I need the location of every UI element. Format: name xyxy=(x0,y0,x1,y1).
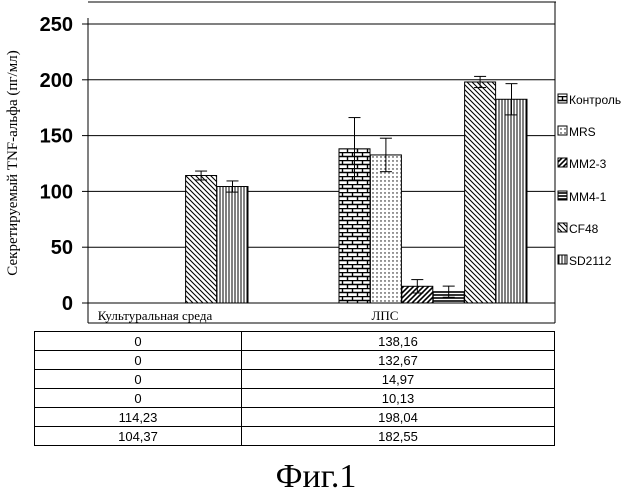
table-cell: 132,67 xyxy=(242,351,555,370)
legend-swatch xyxy=(558,94,567,103)
legend-swatch xyxy=(558,191,567,200)
table-cell: 0 xyxy=(35,332,242,351)
table-row: 114,23198,04 xyxy=(35,408,555,427)
table-cell: 10,13 xyxy=(242,389,555,408)
legend-label: CF48 xyxy=(569,222,599,236)
y-tick-label: 100 xyxy=(40,181,73,203)
data-table: 0138,160132,67014,97010,13114,23198,0410… xyxy=(34,331,555,446)
legend-swatch xyxy=(558,126,567,135)
table-cell: 0 xyxy=(35,351,242,370)
table-row: 0138,16 xyxy=(35,332,555,351)
table-row: 0132,67 xyxy=(35,351,555,370)
table-cell: 0 xyxy=(35,370,242,389)
table-row: 014,97 xyxy=(35,370,555,389)
table-cell: 182,55 xyxy=(242,427,555,446)
table-cell: 14,97 xyxy=(242,370,555,389)
table-cell: 114,23 xyxy=(35,408,242,427)
category-label: Культуральная среда xyxy=(98,308,213,323)
legend-label: MM2-3 xyxy=(569,157,607,171)
y-tick-label: 200 xyxy=(40,70,73,92)
table-row: 104,37182,55 xyxy=(35,427,555,446)
y-tick-label: 250 xyxy=(40,14,73,36)
legend-label: MM4-1 xyxy=(569,190,607,204)
bar xyxy=(465,82,496,303)
bar xyxy=(496,99,527,303)
figure-caption: Фиг.1 xyxy=(0,458,632,496)
table-cell: 138,16 xyxy=(242,332,555,351)
y-tick-label: 50 xyxy=(51,237,73,259)
legend-label: Контроль xyxy=(569,93,621,107)
table-cell: 0 xyxy=(35,389,242,408)
legend-swatch xyxy=(558,223,567,232)
legend-swatch xyxy=(558,255,567,264)
bar xyxy=(217,187,248,303)
y-tick-label: 150 xyxy=(40,126,73,148)
bar-chart: 0 50 100 150 200 250 Секретируемый TNF-альфа (… xyxy=(0,0,632,332)
legend-swatch xyxy=(558,158,567,167)
y-axis-title: Секретируемый TNF-альфа (пг/мл) xyxy=(5,50,21,275)
bar xyxy=(370,155,401,303)
legend-label: MRS xyxy=(569,125,596,139)
y-tick-label: 0 xyxy=(62,293,73,315)
category-label: ЛПС xyxy=(372,308,399,323)
bar xyxy=(186,176,217,303)
table-cell: 104,37 xyxy=(35,427,242,446)
table-row: 010,13 xyxy=(35,389,555,408)
legend-label: SD2112 xyxy=(569,254,612,268)
table-cell: 198,04 xyxy=(242,408,555,427)
